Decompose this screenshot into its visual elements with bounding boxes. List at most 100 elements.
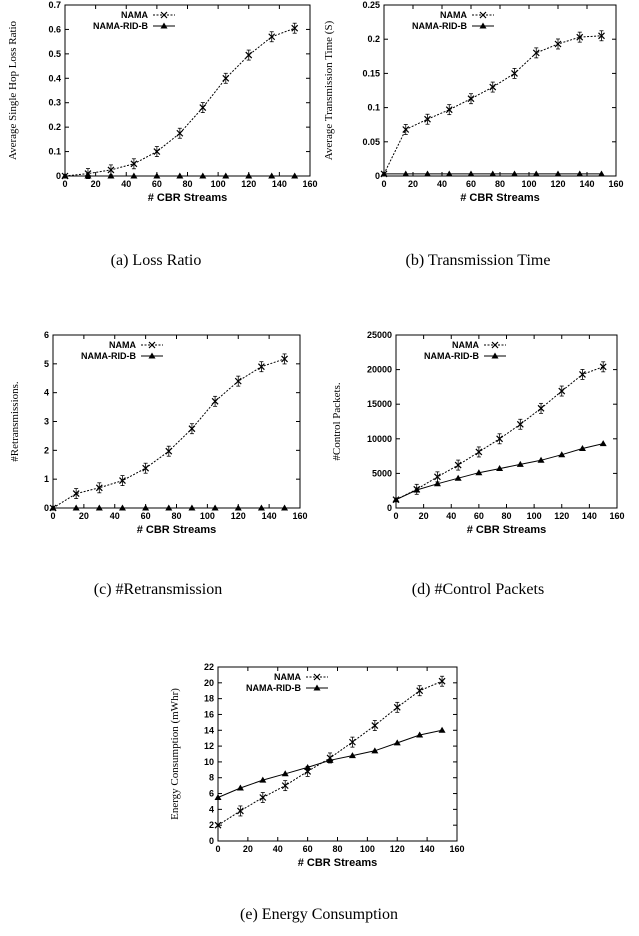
- y-tick-label: 4: [209, 804, 214, 814]
- y-axis-label: Energy Consumption (mWhr): [169, 688, 181, 820]
- data-point-x: [445, 104, 453, 116]
- legend-label: NAMA-RID-B: [81, 351, 136, 361]
- data-point-triangle: [348, 752, 356, 759]
- x-tick-label: 160: [449, 844, 464, 854]
- x-axis-label: # CBR Streams: [148, 192, 227, 204]
- data-point-x: [438, 675, 446, 687]
- x-tick-label: 140: [272, 179, 287, 189]
- y-tick-label: 0.2: [367, 34, 380, 44]
- data-point-triangle: [496, 465, 504, 472]
- y-tick-label: 0.15: [362, 68, 380, 78]
- data-point-x: [236, 805, 244, 817]
- data-point-x: [188, 423, 196, 435]
- x-tick-label: 100: [527, 511, 542, 521]
- data-point-x: [291, 22, 299, 34]
- data-point-x: [281, 353, 288, 365]
- legend-label: NAMA: [121, 10, 148, 20]
- y-tick-label: 0.05: [362, 137, 380, 147]
- data-point-triangle: [489, 170, 497, 177]
- x-tick-label: 140: [262, 511, 277, 521]
- x-tick-label: 100: [211, 179, 226, 189]
- series-line: [383, 35, 602, 175]
- x-tick-label: 20: [243, 844, 253, 854]
- data-point-triangle: [61, 172, 69, 179]
- x-tick-label: 80: [501, 511, 511, 521]
- x-tick-label: 160: [292, 511, 307, 521]
- data-point-triangle: [416, 731, 424, 738]
- data-point-x: [165, 445, 173, 457]
- chart-control-packets: 0 20 40 60 80 100 120 140 160 0 5000 10000 15000 2000…: [320, 325, 639, 555]
- legend-marker-x: [148, 341, 156, 349]
- series-line: [395, 443, 604, 501]
- y-tick-label: 8: [209, 773, 214, 783]
- legend-marker-x: [313, 673, 321, 681]
- y-tick-label: 5000: [372, 468, 392, 478]
- legend-marker-x: [479, 11, 487, 19]
- chart-retransmission: 0 20 40 60 80 100 120 140 160 0 1 2 3 4 5 6 # CBR Stream…: [0, 325, 320, 555]
- caption-energy-consumption: (e) Energy Consumption: [240, 906, 398, 923]
- y-tick-label: 2: [209, 820, 214, 830]
- y-tick-label: 20: [204, 678, 214, 688]
- data-point-triangle: [511, 170, 518, 177]
- y-tick-label: 12: [204, 741, 214, 751]
- series-line: [395, 366, 604, 501]
- data-point-triangle: [475, 469, 483, 476]
- data-point-triangle: [211, 504, 219, 511]
- x-tick-label: 140: [420, 844, 435, 854]
- data-point-triangle: [599, 440, 607, 447]
- y-tick-label: 0.25: [362, 0, 380, 10]
- y-tick-label: 14: [204, 725, 214, 735]
- y-tick-label: 22: [204, 662, 214, 672]
- x-tick-label: 0: [50, 511, 55, 521]
- data-point-triangle: [199, 172, 207, 179]
- x-tick-label: 120: [241, 179, 256, 189]
- y-axis-label: #Retransmissions.: [9, 381, 21, 462]
- legend-marker-triangle: [491, 352, 499, 359]
- x-tick-label: 100: [521, 179, 536, 189]
- data-point-triangle: [304, 763, 312, 770]
- x-tick-label: 100: [200, 511, 215, 521]
- y-tick-label: 18: [204, 694, 214, 704]
- x-tick-label: 60: [466, 179, 476, 189]
- x-tick-label: 160: [302, 179, 317, 189]
- data-point-triangle: [222, 172, 230, 179]
- x-tick-label: 100: [360, 844, 375, 854]
- data-point-x: [393, 701, 401, 713]
- data-point-triangle: [268, 172, 276, 179]
- legend-marker-triangle: [160, 22, 168, 29]
- y-tick-label: 10000: [367, 434, 392, 444]
- data-point-triangle: [576, 170, 584, 177]
- y-tick-label: 0.4: [48, 73, 61, 83]
- data-point-triangle: [454, 474, 462, 481]
- series-line: [217, 729, 443, 798]
- data-point-x: [467, 93, 475, 105]
- x-tick-label: 20: [91, 179, 101, 189]
- chart-loss-ratio: 0 20 40 60 80 100 120 140 160 0 0.1 0.2 0.3 0.4 0.5 0.6…: [0, 0, 320, 220]
- y-tick-label: 2: [44, 445, 49, 455]
- y-tick-label: 3: [44, 417, 49, 427]
- data-point-triangle: [326, 756, 334, 763]
- x-tick-label: 60: [303, 844, 313, 854]
- y-tick-label: 4: [44, 388, 49, 398]
- x-tick-label: 0: [62, 179, 67, 189]
- x-tick-label: 20: [408, 179, 418, 189]
- data-point-x: [599, 361, 607, 373]
- x-tick-label: 0: [381, 179, 386, 189]
- data-point-triangle: [392, 496, 400, 503]
- data-point-x: [281, 780, 289, 792]
- data-point-x: [416, 685, 424, 697]
- y-tick-label: 0.7: [48, 0, 61, 10]
- caption-transmission-time: (b) Transmission Time: [405, 252, 551, 269]
- data-point-triangle: [153, 172, 161, 179]
- data-point-x: [257, 361, 265, 373]
- data-point-triangle: [49, 504, 57, 511]
- data-point-triangle: [516, 460, 524, 467]
- caption-control-packets: (d) #Control Packets: [411, 581, 545, 598]
- data-point-triangle: [598, 170, 605, 177]
- data-point-x: [259, 792, 267, 803]
- data-point-x: [142, 462, 150, 474]
- data-point-triangle: [413, 486, 421, 493]
- y-tick-label: 20000: [367, 365, 392, 375]
- x-tick-label: 20: [79, 511, 89, 521]
- data-point-x: [199, 102, 207, 113]
